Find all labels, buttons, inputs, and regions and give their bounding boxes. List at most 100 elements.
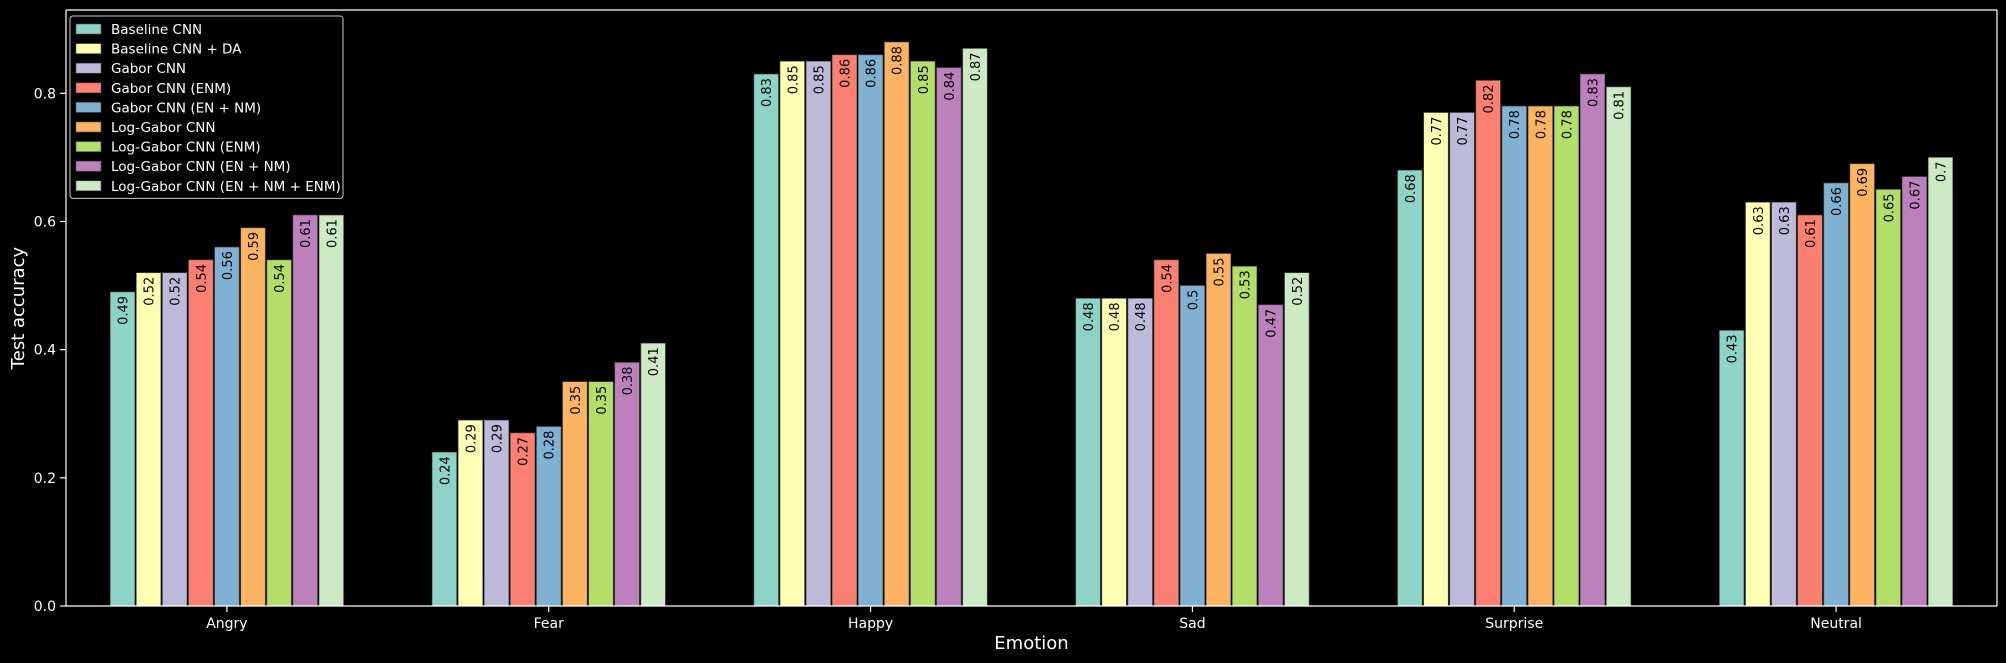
bar-value-label: 0.48 [1134, 302, 1149, 331]
bar-value-label: 0.52 [1291, 277, 1306, 306]
y-tick-label: 0.6 [34, 214, 56, 230]
legend-label: Gabor CNN (ENM) [111, 81, 231, 97]
bar-value-label: 0.77 [1430, 117, 1445, 146]
bar [1797, 214, 1823, 607]
bar [1823, 182, 1849, 607]
legend-swatch [75, 180, 102, 192]
bar [805, 60, 831, 607]
bar-value-label: 0.83 [1587, 78, 1602, 107]
bar [266, 259, 292, 607]
bar-value-label: 0.61 [1804, 219, 1819, 248]
axes-layer [65, 9, 1998, 607]
bar-value-label: 0.27 [517, 437, 532, 466]
legend-label: Baseline CNN [111, 22, 202, 38]
bar-value-label: 0.63 [1752, 206, 1767, 235]
bar [962, 48, 988, 607]
bar [1205, 253, 1232, 607]
bar-value-label: 0.56 [221, 251, 236, 280]
y-tick-label: 0.0 [34, 599, 56, 615]
x-tick-label: Sad [1179, 616, 1205, 632]
bar-value-label: 0.87 [969, 52, 984, 81]
legend-swatch [75, 102, 102, 113]
y-tick-label: 0.8 [34, 86, 56, 102]
legend-swatch [75, 141, 102, 152]
bar-value-label: 0.35 [595, 386, 610, 415]
bar [1475, 80, 1501, 607]
bar-value-label: 0.61 [325, 219, 340, 248]
bar-value-label: 0.24 [438, 456, 453, 485]
legend: Baseline CNN Baseline CNN + DA Gabor CNN Ga… [69, 15, 344, 199]
bar [1075, 298, 1101, 607]
bar-value-label: 0.63 [1778, 206, 1793, 235]
bar [562, 381, 588, 607]
bar [1901, 176, 1927, 607]
bar-value-label: 0.78 [1560, 110, 1575, 139]
bar-value-label: 0.53 [1239, 270, 1254, 299]
bar-value-label: 0.54 [1160, 264, 1175, 293]
bar-value-label: 0.54 [195, 264, 210, 293]
bar-value-label: 0.81 [1613, 91, 1628, 120]
legend-label: Log-Gabor CNN (EN + NM) [111, 159, 291, 175]
y-axis-label: Test accuracy [8, 246, 29, 370]
legend-swatch [75, 160, 102, 172]
x-axis-label: Emotion [994, 633, 1068, 654]
bar-value-label: 0.48 [1108, 302, 1123, 331]
bar-value-label: 0.54 [273, 264, 288, 293]
bar-value-label: 0.52 [169, 277, 184, 306]
bar [1232, 266, 1258, 607]
bar [318, 214, 344, 607]
bar [1127, 298, 1153, 607]
bar [1849, 163, 1875, 607]
bar-value-label: 0.65 [1882, 193, 1897, 222]
bar-value-label: 0.29 [464, 424, 479, 453]
bar-value-label: 0.35 [569, 386, 584, 415]
bar [1397, 169, 1423, 607]
legend-box [69, 15, 344, 199]
bar-value-label: 0.41 [647, 347, 662, 376]
bar [1179, 285, 1205, 607]
legend-swatch [75, 82, 102, 94]
bar [1258, 304, 1284, 607]
bar-value-label: 0.29 [491, 424, 506, 453]
bar [831, 54, 858, 607]
bar [910, 60, 936, 607]
bar [240, 227, 266, 607]
legend-label: Gabor CNN [111, 61, 186, 77]
x-tick-label: Happy [848, 616, 893, 632]
bar [1606, 86, 1632, 607]
bar [136, 272, 162, 607]
bar-value-label: 0.52 [143, 277, 158, 306]
bar-value-label: 0.38 [621, 366, 636, 395]
bar-value-label: 0.47 [1265, 309, 1280, 338]
bar [779, 60, 805, 607]
legend-swatch [75, 23, 102, 35]
bar [1527, 105, 1553, 607]
y-tick-label: 0.2 [34, 471, 56, 487]
bar [431, 451, 457, 607]
bar [1875, 189, 1901, 607]
legend-swatch [75, 62, 102, 74]
bar-value-label: 0.85 [917, 65, 932, 94]
bar [292, 214, 318, 607]
bar [1153, 259, 1179, 607]
bar-value-label: 0.78 [1508, 110, 1523, 139]
legend-label: Log-Gabor CNN (ENM) [111, 140, 261, 156]
bar-value-label: 0.86 [865, 59, 880, 88]
bar-value-label: 0.85 [786, 65, 801, 94]
bar [1771, 201, 1797, 607]
legend-swatch [75, 43, 102, 54]
bar-value-label: 0.28 [543, 431, 558, 460]
bar-value-label: 0.7 [1934, 161, 1949, 182]
bar-value-label: 0.68 [1404, 174, 1419, 203]
ticks-layer: 0.0 0.2 0.4 0.6 0.8 Angry Fear Happy Sad Surprise… [34, 86, 1862, 632]
bar-value-label: 0.84 [943, 72, 958, 101]
bar-value-label: 0.5 [1186, 290, 1201, 311]
bar-value-label: 0.48 [1082, 302, 1097, 331]
bar [1719, 330, 1745, 607]
bar [640, 342, 666, 607]
bar-value-label: 0.77 [1456, 117, 1471, 146]
bar [1745, 201, 1771, 607]
bar-value-label: 0.61 [299, 219, 314, 248]
bar [936, 67, 962, 607]
